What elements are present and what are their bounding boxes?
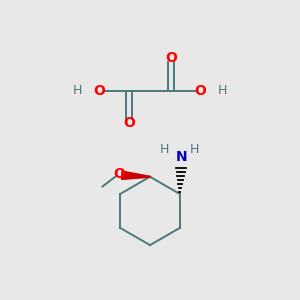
Text: N: N (175, 150, 187, 164)
Text: O: O (195, 84, 206, 98)
Text: H: H (73, 84, 82, 97)
Polygon shape (122, 171, 150, 179)
Text: H: H (190, 143, 199, 156)
Text: H: H (160, 143, 170, 156)
Text: H: H (218, 84, 227, 97)
Text: O: O (123, 116, 135, 130)
Text: O: O (113, 167, 125, 181)
Text: O: O (94, 84, 105, 98)
Text: O: O (165, 51, 177, 65)
